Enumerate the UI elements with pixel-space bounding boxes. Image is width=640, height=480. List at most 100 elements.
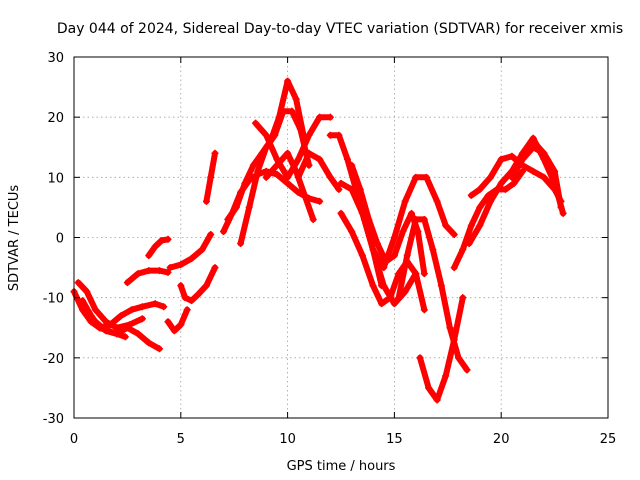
series-track-9 — [177, 264, 219, 305]
data-point-marker — [476, 221, 484, 229]
data-point-marker — [390, 252, 398, 260]
data-point-marker — [343, 155, 351, 163]
series-track-28 — [519, 134, 567, 217]
data-point-marker — [450, 336, 458, 344]
data-point-marker — [459, 246, 467, 254]
data-point-marker — [386, 294, 394, 302]
data-point-marker — [284, 149, 292, 157]
data-point-marker — [296, 125, 304, 133]
data-point-marker — [335, 185, 343, 193]
data-point-marker — [79, 297, 87, 305]
data-point-marker — [425, 384, 433, 392]
series-track-10 — [202, 149, 219, 205]
series-track-16 — [294, 149, 343, 193]
data-point-marker — [365, 215, 373, 223]
data-point-marker — [91, 306, 99, 314]
series-line — [145, 236, 171, 259]
data-point-marker — [83, 288, 91, 296]
data-point-marker — [181, 294, 189, 302]
data-point-marker — [155, 267, 163, 275]
data-point-marker — [519, 155, 527, 163]
data-point-marker — [316, 197, 324, 205]
series-line — [81, 306, 163, 352]
data-point-marker — [540, 173, 548, 181]
data-point-marker — [454, 354, 462, 362]
data-point-marker — [121, 333, 129, 341]
data-point-marker — [183, 306, 191, 314]
data-point-marker — [369, 282, 377, 290]
data-point-marker — [326, 173, 334, 181]
series-track-7 — [166, 230, 215, 272]
data-point-marker — [316, 155, 324, 163]
data-point-marker — [422, 173, 430, 181]
data-point-marker — [559, 209, 567, 217]
x-tick-label: 0 — [70, 432, 78, 447]
x-tick-label: 15 — [386, 432, 403, 447]
data-point-marker — [198, 246, 206, 254]
x-tick-label: 5 — [177, 432, 185, 447]
data-point-marker — [437, 282, 445, 290]
x-axis-label: GPS time / hours — [287, 459, 396, 474]
data-point-marker — [160, 303, 168, 311]
data-point-marker — [138, 315, 146, 323]
y-axis-label: SDTVAR / TECUs — [7, 185, 22, 292]
data-point-marker — [305, 149, 313, 157]
y-tick-label: -10 — [43, 292, 64, 307]
data-point-marker — [211, 264, 219, 272]
series-line — [124, 267, 171, 286]
data-point-marker — [467, 191, 475, 199]
data-point-marker — [501, 185, 509, 193]
data-point-marker — [273, 170, 281, 178]
data-point-marker — [207, 173, 215, 181]
data-point-marker — [252, 119, 260, 127]
x-tick-label: 20 — [493, 432, 510, 447]
series-track-22 — [395, 215, 471, 374]
data-point-marker — [262, 131, 270, 139]
data-point-marker — [245, 203, 253, 211]
y-tick-label: 30 — [47, 51, 64, 66]
data-point-marker — [465, 240, 473, 248]
data-point-marker — [551, 179, 559, 187]
x-tick-label: 25 — [600, 432, 617, 447]
data-point-marker — [237, 240, 245, 248]
y-tick-label: -20 — [43, 352, 64, 367]
data-point-marker — [279, 107, 287, 115]
series-line — [395, 216, 470, 373]
data-point-marker — [164, 268, 172, 276]
series-track-15 — [262, 149, 317, 223]
data-point-marker — [450, 264, 458, 272]
data-point-marker — [113, 330, 121, 338]
data-point-marker — [369, 246, 377, 254]
data-point-marker — [138, 303, 146, 311]
data-point-marker — [420, 270, 428, 278]
data-point-marker — [164, 318, 172, 326]
y-tick-label: 20 — [47, 111, 64, 126]
data-point-marker — [463, 366, 471, 374]
data-point-marker — [433, 396, 441, 404]
x-tick-label: 10 — [279, 432, 296, 447]
data-point-marker — [271, 131, 279, 139]
data-point-marker — [301, 191, 309, 199]
data-point-marker — [348, 185, 356, 193]
data-point-marker — [249, 161, 257, 169]
data-point-marker — [450, 230, 458, 238]
data-point-marker — [390, 300, 398, 308]
series-line — [263, 150, 317, 223]
data-point-marker — [497, 179, 505, 187]
x-tick-labels: 0 5 10 15 20 25 — [70, 432, 616, 447]
data-point-marker — [446, 324, 454, 332]
data-point-marker — [519, 167, 527, 175]
data-point-marker — [145, 339, 153, 347]
data-point-marker — [395, 294, 403, 302]
data-point-marker — [401, 197, 409, 205]
data-point-marker — [373, 240, 381, 248]
data-point-marker — [510, 179, 518, 187]
data-point-marker — [508, 152, 516, 160]
data-point-marker — [316, 113, 324, 121]
data-point-marker — [433, 197, 441, 205]
data-point-marker — [177, 282, 185, 290]
data-point-marker — [284, 77, 292, 85]
data-point-marker — [284, 173, 292, 181]
data-point-marker — [529, 134, 537, 142]
series-track-8 — [164, 306, 191, 335]
